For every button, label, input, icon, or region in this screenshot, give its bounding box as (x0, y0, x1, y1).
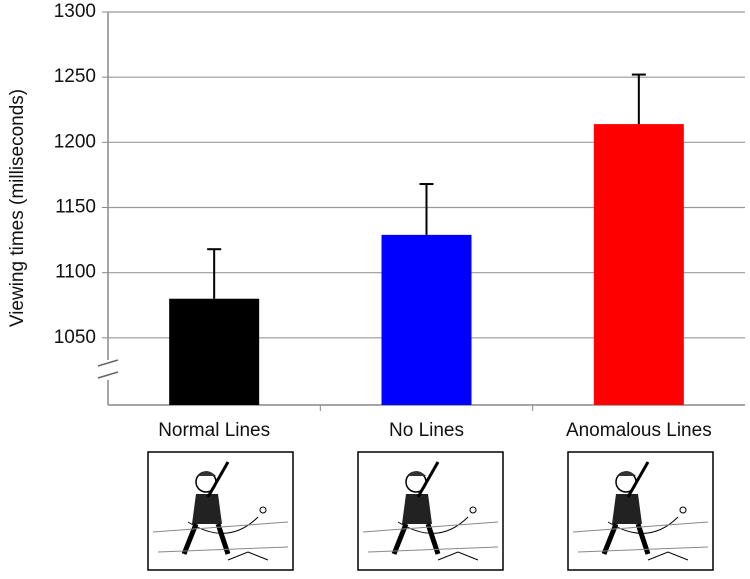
axis-break (97, 359, 119, 379)
y-tick-label: 1250 (54, 66, 96, 87)
x-tick-label: No Lines (389, 420, 464, 441)
y-tick-label: 1300 (54, 1, 96, 22)
y-tick-label: 1150 (55, 197, 96, 218)
bar (593, 124, 684, 405)
bar (169, 298, 260, 405)
stimulus-image (568, 452, 713, 570)
y-tick-label: 1200 (54, 131, 96, 152)
axis-break (100, 360, 116, 380)
stimulus-image (148, 452, 293, 570)
y-tick-label: 1050 (54, 327, 96, 348)
stimulus-image (358, 452, 503, 570)
x-tick-label: Anomalous Lines (566, 420, 712, 441)
x-tick-label: Normal Lines (158, 420, 270, 441)
y-tick-label: 1100 (55, 262, 96, 283)
y-axis-label: Viewing times (milliseconds) (7, 89, 28, 327)
bar (381, 234, 472, 405)
